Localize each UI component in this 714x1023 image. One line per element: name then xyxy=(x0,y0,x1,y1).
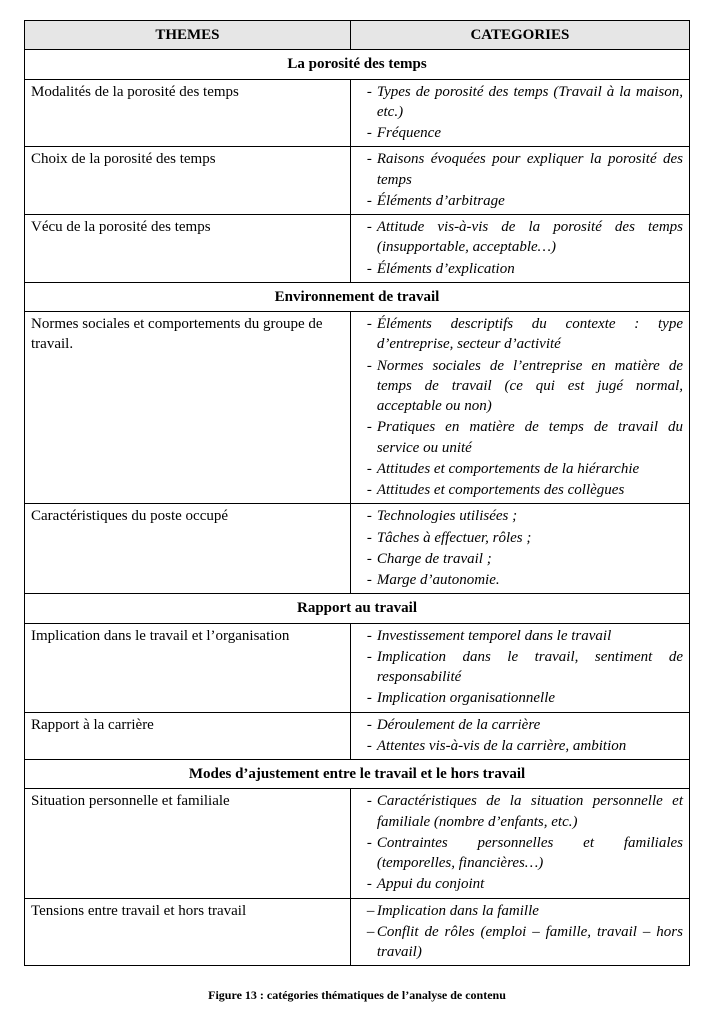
category-item: Déroulement de la carrière xyxy=(367,715,683,735)
theme-cell: Situation personnelle et familiale xyxy=(25,789,351,898)
category-item: Attentes vis-à-vis de la carrière, ambit… xyxy=(367,736,683,756)
theme-cell: Vécu de la porosité des temps xyxy=(25,215,351,283)
category-item: Conflit de rôles (emploi – famille, trav… xyxy=(367,922,683,963)
categories-cell: Déroulement de la carrièreAttentes vis-à… xyxy=(350,712,689,760)
categories-cell: Investissement temporel dans le travailI… xyxy=(350,623,689,712)
theme-cell: Caractéristiques du poste occupé xyxy=(25,504,351,594)
category-item: Attitudes et comportements de la hiérarc… xyxy=(367,459,683,479)
category-item: Éléments descriptifs du contexte : type … xyxy=(367,314,683,355)
categories-cell: Types de porosité des temps (Travail à l… xyxy=(350,79,689,147)
theme-cell: Normes sociales et comportements du grou… xyxy=(25,312,351,504)
category-item: Implication dans le travail, sentiment d… xyxy=(367,647,683,688)
themes-categories-table: THEMES CATEGORIES La porosité des tempsM… xyxy=(24,20,690,966)
category-item: Marge d’autonomie. xyxy=(367,570,683,590)
category-item: Investissement temporel dans le travail xyxy=(367,626,683,646)
category-item: Éléments d’explication xyxy=(367,259,683,279)
category-item: Pratiques en matière de temps de travail… xyxy=(367,417,683,458)
category-item: Normes sociales de l’entreprise en matiè… xyxy=(367,356,683,417)
categories-cell: Éléments descriptifs du contexte : type … xyxy=(350,312,689,504)
theme-cell: Implication dans le travail et l’organis… xyxy=(25,623,351,712)
section-header: Modes d’ajustement entre le travail et l… xyxy=(25,760,690,789)
section-header: La porosité des temps xyxy=(25,50,690,79)
category-item: Éléments d’arbitrage xyxy=(367,191,683,211)
category-item: Charge de travail ; xyxy=(367,549,683,569)
category-item: Contraintes personnelles et familiales (… xyxy=(367,833,683,874)
category-item: Types de porosité des temps (Travail à l… xyxy=(367,82,683,123)
category-item: Attitude vis-à-vis de la porosité des te… xyxy=(367,217,683,258)
category-item: Raisons évoquées pour expliquer la poros… xyxy=(367,149,683,190)
category-item: Fréquence xyxy=(367,123,683,143)
section-header: Environnement de travail xyxy=(25,282,690,311)
category-item: Implication dans la famille xyxy=(367,901,683,921)
category-item: Attitudes et comportements des collègues xyxy=(367,480,683,500)
category-item: Appui du conjoint xyxy=(367,874,683,894)
category-item: Technologies utilisées ; xyxy=(367,506,683,526)
header-themes: THEMES xyxy=(25,21,351,50)
categories-cell: Attitude vis-à-vis de la porosité des te… xyxy=(350,215,689,283)
categories-cell: Technologies utilisées ;Tâches à effectu… xyxy=(350,504,689,594)
section-header: Rapport au travail xyxy=(25,594,690,623)
category-item: Caractéristiques de la situation personn… xyxy=(367,791,683,832)
category-item: Implication organisationnelle xyxy=(367,688,683,708)
figure-caption: Figure 13 : catégories thématiques de l’… xyxy=(24,988,690,1003)
category-item: Tâches à effectuer, rôles ; xyxy=(367,528,683,548)
theme-cell: Modalités de la porosité des temps xyxy=(25,79,351,147)
categories-cell: Raisons évoquées pour expliquer la poros… xyxy=(350,147,689,215)
theme-cell: Choix de la porosité des temps xyxy=(25,147,351,215)
theme-cell: Rapport à la carrière xyxy=(25,712,351,760)
header-categories: CATEGORIES xyxy=(350,21,689,50)
categories-cell: Caractéristiques de la situation personn… xyxy=(350,789,689,898)
